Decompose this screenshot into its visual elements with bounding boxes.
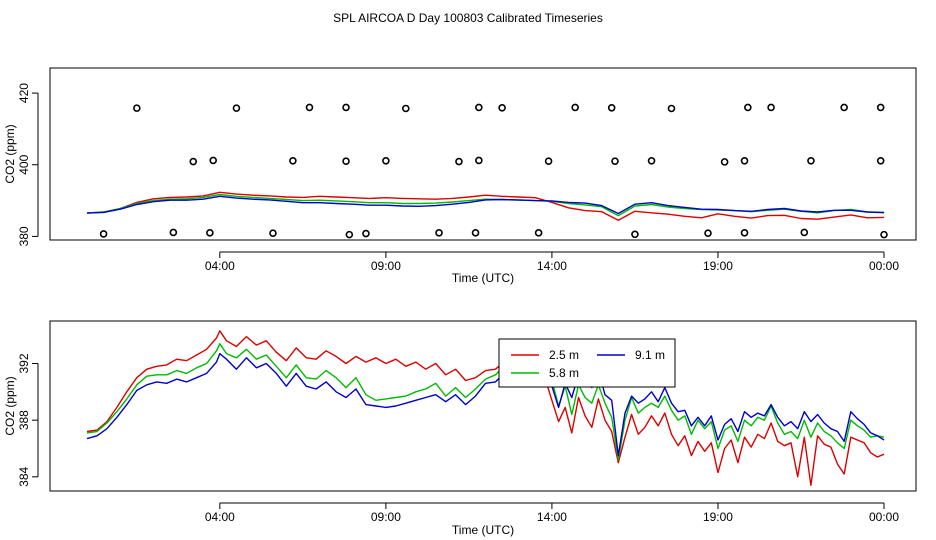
calibration-marker bbox=[631, 230, 639, 239]
x-tick-label: 09:00 bbox=[371, 510, 401, 524]
bottom-y-axis-label: CO2 (ppm) bbox=[3, 376, 17, 435]
x-tick-label: 09:00 bbox=[371, 259, 401, 273]
top-x-axis: 04:00 09:00 14:00 19:00 00:00 bbox=[205, 251, 899, 273]
y-tick-label: 388 bbox=[17, 410, 31, 430]
calibration-marker bbox=[269, 229, 277, 237]
calibration-marker bbox=[607, 103, 616, 112]
x-tick-label: 19:00 bbox=[703, 510, 733, 524]
y-tick-label: 400 bbox=[17, 154, 31, 174]
calibration-marker bbox=[767, 103, 775, 112]
calibration-marker bbox=[362, 229, 370, 238]
x-tick-label: 14:00 bbox=[537, 510, 567, 524]
calibration-marker bbox=[435, 229, 443, 237]
calibration-marker bbox=[169, 228, 178, 237]
x-tick-label: 00:00 bbox=[869, 259, 899, 273]
calibration-marker bbox=[342, 157, 350, 165]
calibration-marker bbox=[305, 103, 314, 112]
top-y-axis: 380 400 420 bbox=[17, 83, 39, 246]
legend-label: 5.8 m bbox=[549, 366, 579, 380]
bottom-plot-frame bbox=[49, 320, 917, 492]
y-tick-label: 380 bbox=[17, 226, 31, 246]
calibration-marker bbox=[382, 157, 390, 165]
bottom-x-axis: 04:00 09:00 14:00 19:00 00:00 bbox=[205, 502, 899, 524]
calibration-marker bbox=[571, 103, 579, 112]
calibration-marker bbox=[667, 104, 676, 113]
calibration-marker bbox=[876, 103, 885, 112]
calibration-marker bbox=[880, 230, 888, 239]
calibration-marker bbox=[206, 229, 214, 237]
y-tick-label: 420 bbox=[17, 83, 31, 103]
legend-box bbox=[498, 338, 676, 388]
top-panel: 04:00 09:00 14:00 19:00 00:00 380 400 420 Time… bbox=[3, 67, 917, 285]
legend-label: 2.5 m bbox=[549, 348, 579, 362]
figure-title: SPL AIRCOA D Day 100803 Calibrated Times… bbox=[333, 11, 603, 25]
legend: 2.5 m 9.1 m 5.8 m bbox=[498, 338, 676, 388]
top-plot-frame bbox=[49, 67, 917, 241]
calibration-marker bbox=[807, 157, 815, 165]
y-tick-label: 392 bbox=[17, 353, 31, 373]
bottom-series-lines bbox=[86, 330, 885, 486]
series-line-91m bbox=[86, 195, 885, 215]
x-tick-label: 14:00 bbox=[537, 259, 567, 273]
series-line-91m bbox=[86, 351, 885, 457]
x-tick-label: 00:00 bbox=[869, 510, 899, 524]
calibration-marker bbox=[99, 230, 108, 238]
calibration-marker bbox=[475, 156, 483, 165]
calibration-marker bbox=[647, 157, 656, 165]
series-line-25m bbox=[86, 330, 885, 486]
calibration-marker bbox=[342, 103, 350, 112]
calibration-marker bbox=[498, 103, 506, 112]
y-tick-label: 384 bbox=[17, 467, 31, 487]
top-series-lines bbox=[86, 191, 885, 222]
legend-label: 9.1 m bbox=[635, 348, 665, 362]
top-calibration-markers bbox=[99, 103, 888, 239]
calibration-marker bbox=[133, 104, 141, 112]
calibration-marker bbox=[401, 104, 410, 113]
calibration-marker bbox=[740, 157, 749, 165]
calibration-marker bbox=[189, 157, 198, 166]
calibration-marker bbox=[471, 229, 480, 237]
calibration-marker bbox=[475, 103, 483, 112]
top-x-axis-label: Time (UTC) bbox=[452, 271, 514, 285]
calibration-marker bbox=[345, 230, 354, 239]
calibration-marker bbox=[744, 103, 752, 112]
calibration-marker bbox=[209, 156, 217, 165]
calibration-marker bbox=[289, 157, 297, 165]
x-tick-label: 19:00 bbox=[703, 259, 733, 273]
bottom-x-axis-label: Time (UTC) bbox=[452, 523, 514, 537]
top-y-axis-label: CO2 (ppm) bbox=[3, 124, 17, 183]
series-line-58m bbox=[86, 193, 885, 217]
calibration-marker bbox=[544, 157, 553, 165]
series-line-25m bbox=[86, 191, 885, 222]
x-tick-label: 04:00 bbox=[205, 510, 235, 524]
calibration-marker bbox=[740, 229, 749, 237]
calibration-marker bbox=[720, 158, 729, 166]
calibration-marker bbox=[611, 157, 619, 165]
calibration-marker bbox=[876, 157, 885, 165]
x-tick-label: 04:00 bbox=[205, 259, 235, 273]
bottom-y-axis: 384 388 392 bbox=[17, 353, 39, 487]
calibration-marker bbox=[800, 228, 809, 237]
bottom-panel: 04:00 09:00 14:00 19:00 00:00 384 388 392 2.5 … bbox=[3, 320, 917, 537]
calibration-marker bbox=[232, 104, 241, 112]
calibration-marker bbox=[704, 229, 712, 237]
calibration-marker bbox=[455, 157, 463, 166]
series-line-58m bbox=[86, 343, 885, 461]
calibration-marker bbox=[534, 229, 543, 237]
calibration-marker bbox=[840, 103, 848, 112]
